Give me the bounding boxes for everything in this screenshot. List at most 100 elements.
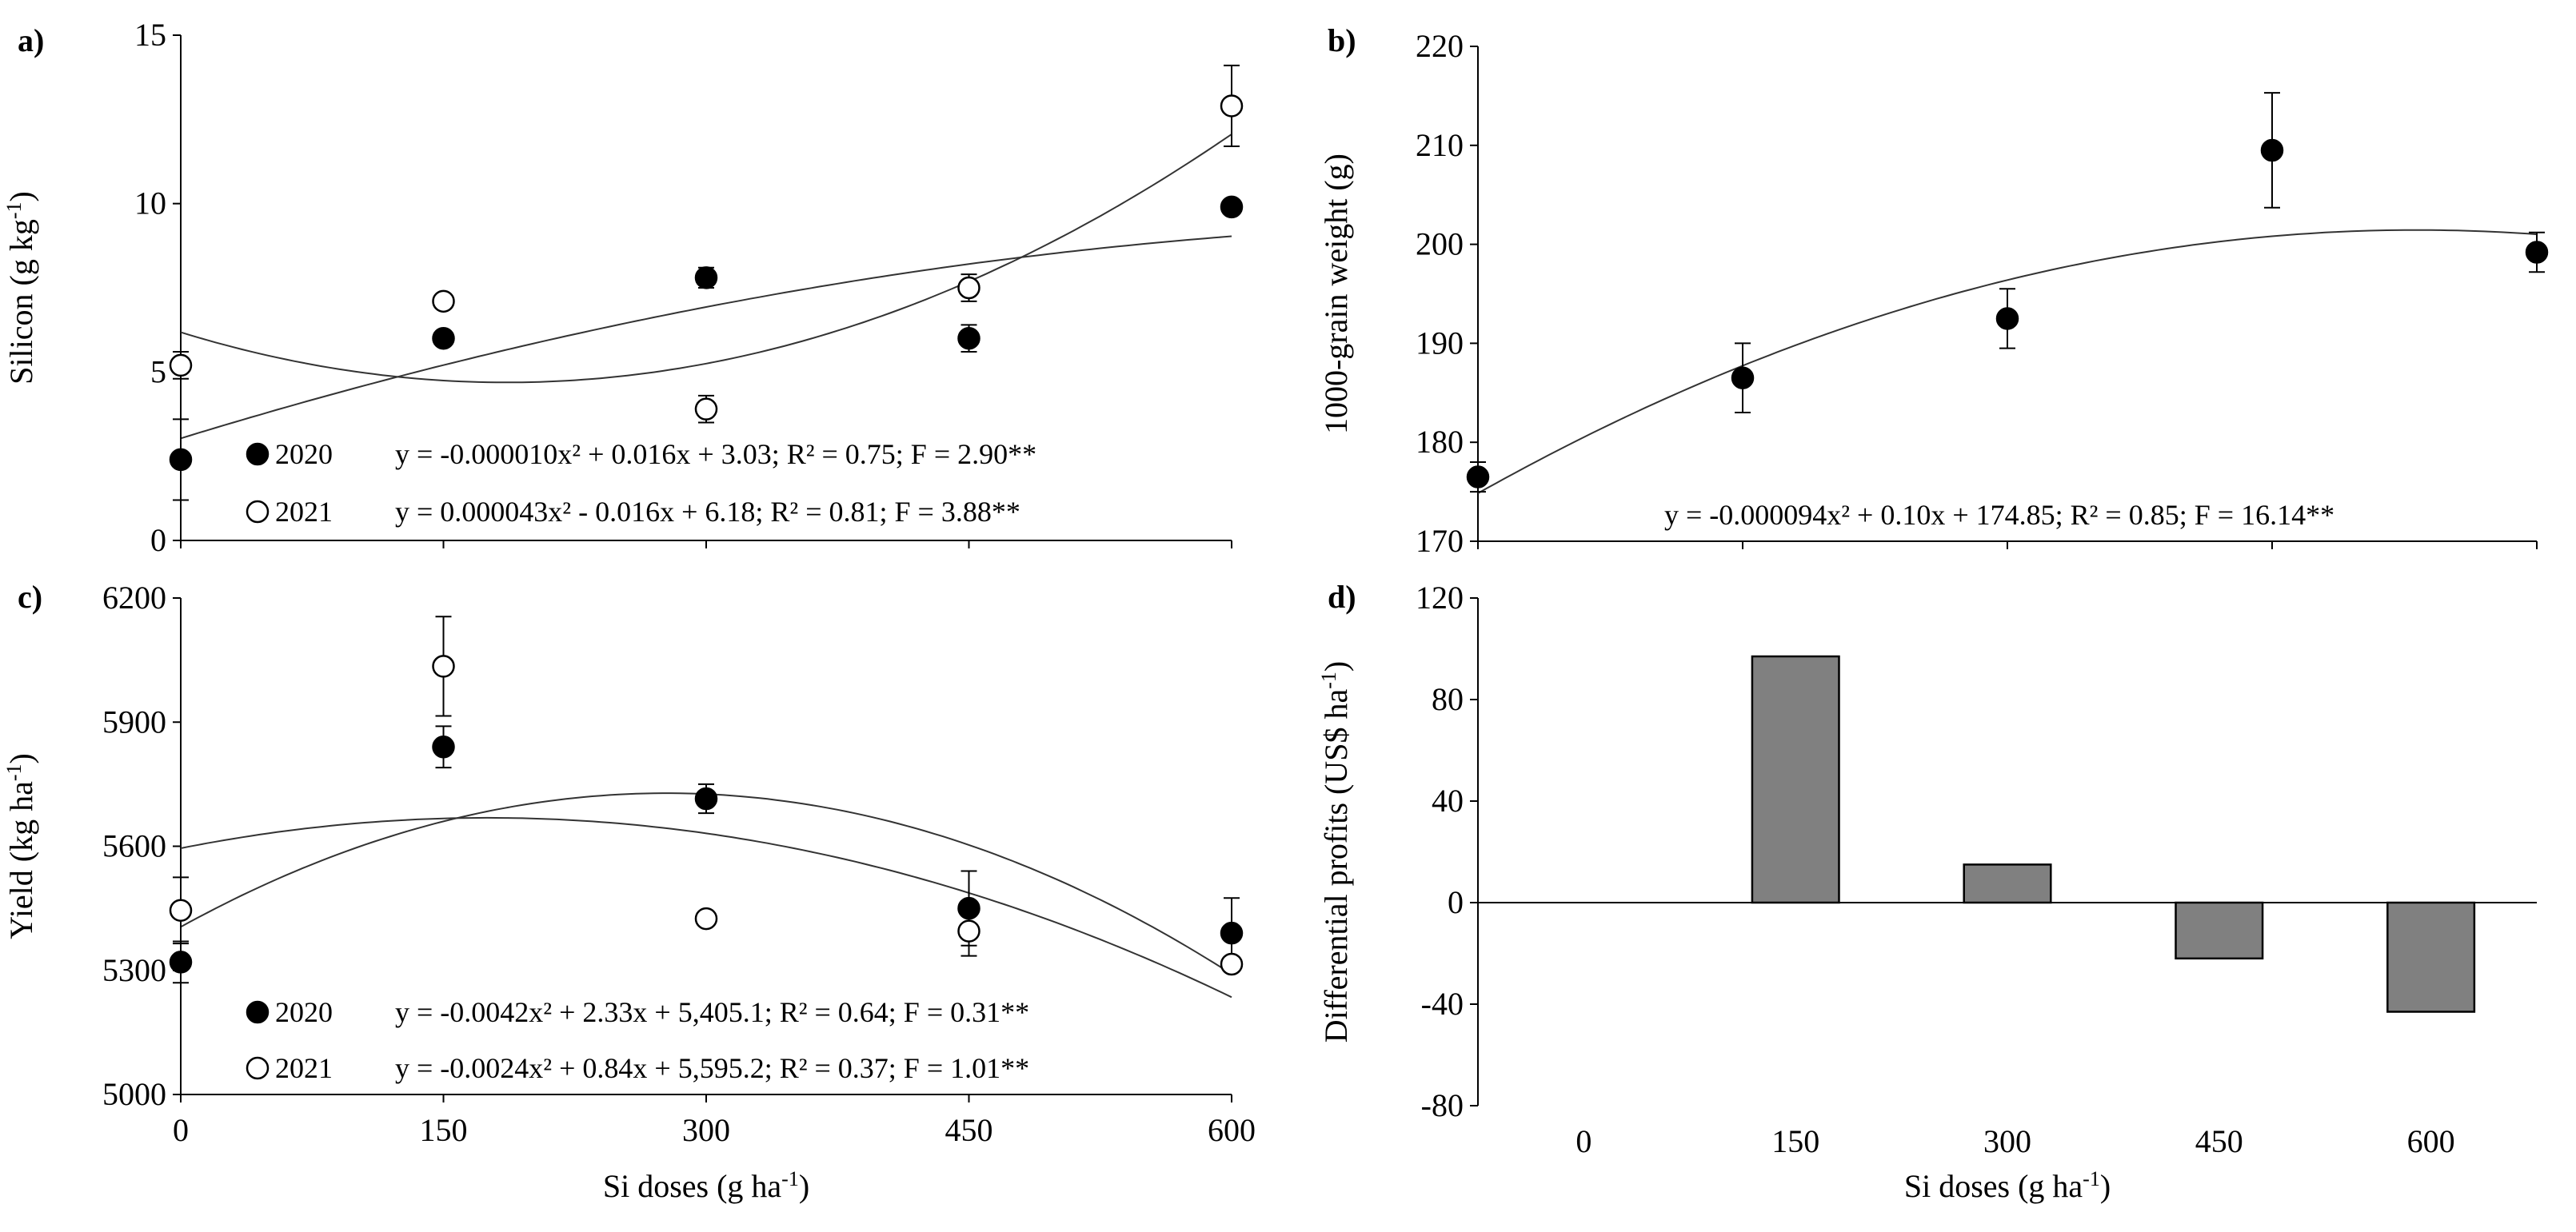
y-tick-label: 5600 bbox=[102, 828, 166, 864]
data-point-2021 bbox=[432, 289, 455, 313]
data-point-2021 bbox=[1220, 952, 1244, 976]
y-tick-label: 15 bbox=[134, 17, 166, 53]
data-point-2021 bbox=[432, 655, 455, 678]
panel-c: c) 5000 5300 5600 5900 6200 0 150 300 450 600 Yield… bbox=[2, 579, 1256, 1204]
x-tick-label: 150 bbox=[1771, 1123, 1819, 1159]
y-tick-label: 6200 bbox=[102, 580, 166, 616]
data-point-2020 bbox=[169, 448, 193, 472]
y-tick-label: 5 bbox=[150, 353, 166, 389]
x-axis-title-end: ) bbox=[799, 1168, 809, 1204]
legend-label-2020: 2020 bbox=[275, 438, 333, 470]
data-point-2020 bbox=[957, 326, 980, 350]
y-tick-label: 80 bbox=[1432, 681, 1464, 717]
data-point-2021 bbox=[169, 353, 193, 377]
legend-marker-2021 bbox=[246, 500, 270, 524]
equation: y = -0.000094x² + 0.10x + 174.85; R² = 0… bbox=[1664, 499, 2334, 531]
data-point-2021 bbox=[957, 276, 980, 300]
panel-label: c) bbox=[18, 579, 42, 615]
panel-d: d) -80 -40 0 40 80 120 0 150 300 450 600 Differentia… bbox=[1317, 579, 2537, 1204]
equation-2020: y = -0.0042x² + 2.33x + 5,405.1; R² = 0.… bbox=[395, 996, 1029, 1028]
bar-150 bbox=[1751, 655, 1840, 904]
equation-2021: y = -0.0024x² + 0.84x + 5,595.2; R² = 0.… bbox=[395, 1052, 1029, 1084]
x-tick-label: 450 bbox=[2195, 1123, 2243, 1159]
y-tick-label: -80 bbox=[1421, 1087, 1464, 1123]
data-point-2020 bbox=[169, 951, 193, 974]
legend-label-2021: 2021 bbox=[275, 496, 333, 528]
y-tick-label: 190 bbox=[1416, 325, 1464, 361]
x-axis-title-sup: -1 bbox=[781, 1167, 799, 1190]
y-tick-label: 120 bbox=[1416, 580, 1464, 616]
x-axis-title: Si doses (g ha-1) bbox=[603, 1167, 809, 1204]
y-axis-title-main: Silicon (g kg bbox=[3, 219, 39, 385]
y-tick-label: 5300 bbox=[102, 952, 166, 988]
y-tick-label: 0 bbox=[1448, 884, 1464, 920]
y-axis-title-main: Yield (kg ha bbox=[3, 781, 39, 939]
bar-600 bbox=[2386, 901, 2476, 1013]
data-point-2021 bbox=[1220, 94, 1244, 118]
x-tick-label: 0 bbox=[1576, 1123, 1592, 1159]
data-point-2020 bbox=[432, 326, 455, 350]
data-point-2020 bbox=[1220, 195, 1244, 219]
equation-2020: y = -0.000010x² + 0.016x + 3.03; R² = 0.… bbox=[395, 438, 1036, 470]
data-point-2020 bbox=[694, 787, 718, 811]
y-tick-label: 210 bbox=[1416, 127, 1464, 163]
data-point-series bbox=[1995, 307, 2019, 330]
y-axis-title-end: ) bbox=[3, 191, 39, 201]
data-point-2021 bbox=[694, 907, 718, 931]
data-point-series bbox=[1466, 465, 1490, 488]
fit-curve-2020 bbox=[180, 235, 1232, 440]
legend-label-2021: 2021 bbox=[275, 1052, 333, 1084]
y-axis-title: Silicon (g kg-1) bbox=[2, 191, 39, 385]
bar-300 bbox=[1963, 863, 2052, 904]
bar-450 bbox=[2175, 901, 2264, 960]
y-tick-label: 40 bbox=[1432, 783, 1464, 819]
x-tick-label: 600 bbox=[2407, 1123, 2455, 1159]
panel-label: b) bbox=[1328, 22, 1356, 58]
data-point-series bbox=[2260, 138, 2284, 162]
x-axis-title-end: ) bbox=[2100, 1168, 2111, 1204]
y-axis-title-sup: -1 bbox=[1317, 672, 1340, 689]
y-tick-label: -40 bbox=[1421, 986, 1464, 1022]
y-axis-title: Differential profits (US$ ha-1) bbox=[1317, 661, 1354, 1043]
y-tick-label: 10 bbox=[134, 185, 166, 221]
data-point-2020 bbox=[1220, 921, 1244, 945]
fit-curve-series bbox=[1477, 229, 2538, 494]
data-point-2020 bbox=[432, 736, 455, 759]
x-tick-label: 150 bbox=[420, 1112, 468, 1148]
legend-marker-2021 bbox=[246, 1056, 270, 1080]
y-tick-label: 5000 bbox=[102, 1076, 166, 1112]
x-tick-label: 300 bbox=[1983, 1123, 2031, 1159]
data-point-series bbox=[1731, 366, 1755, 389]
x-tick-label: 300 bbox=[682, 1112, 730, 1148]
y-axis-title-end: ) bbox=[1318, 661, 1354, 672]
y-tick-label: 5900 bbox=[102, 704, 166, 740]
panel-label: a) bbox=[18, 22, 44, 58]
x-tick-label: 0 bbox=[173, 1112, 189, 1148]
legend-marker-2020 bbox=[246, 442, 270, 466]
y-axis-title: Yield (kg ha-1) bbox=[2, 753, 39, 939]
legend-label-2020: 2020 bbox=[275, 996, 333, 1028]
x-axis-title-sup: -1 bbox=[2083, 1167, 2100, 1190]
data-point-series bbox=[2525, 241, 2549, 264]
x-axis-title-main: Si doses (g ha bbox=[1904, 1168, 2083, 1204]
x-tick-label: 600 bbox=[1208, 1112, 1256, 1148]
y-tick-label: 0 bbox=[150, 522, 166, 558]
data-point-2021 bbox=[694, 397, 718, 421]
y-axis-title-sup: -1 bbox=[2, 764, 26, 781]
legend-marker-2020 bbox=[246, 1000, 270, 1024]
data-point-2021 bbox=[169, 899, 193, 922]
y-axis-title-sup: -1 bbox=[2, 201, 26, 219]
equation-2021: y = 0.000043x² - 0.016x + 6.18; R² = 0.8… bbox=[395, 496, 1020, 528]
panel-a: a) 0 5 10 15 Silicon (g kg-1) 2020 y = -0.00001… bbox=[2, 17, 1244, 558]
x-axis-title: Si doses (g ha-1) bbox=[1904, 1167, 2111, 1204]
panel-label: d) bbox=[1328, 579, 1356, 615]
panel-b: b) 170 180 190 200 210 220 1000-grain weight (g… bbox=[1318, 22, 2549, 559]
y-tick-label: 220 bbox=[1416, 28, 1464, 64]
fit-curve-2020 bbox=[180, 792, 1232, 975]
y-tick-label: 180 bbox=[1416, 424, 1464, 460]
y-tick-label: 200 bbox=[1416, 226, 1464, 262]
data-point-2021 bbox=[957, 919, 980, 943]
y-axis-title: 1000-grain weight (g) bbox=[1318, 154, 1354, 434]
y-axis-title-end: ) bbox=[3, 753, 39, 764]
